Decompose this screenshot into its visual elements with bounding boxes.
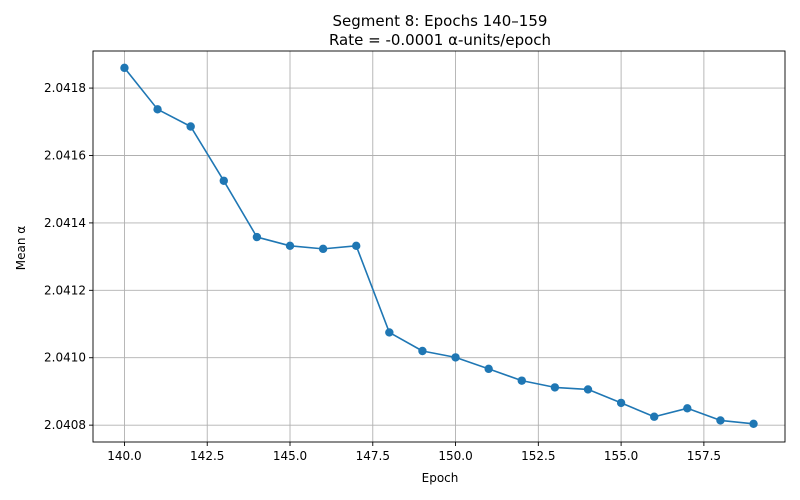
- data-points: [120, 63, 758, 428]
- data-point: [550, 383, 560, 392]
- x-tick-label: 140.0: [107, 449, 141, 463]
- y-tick-label: 2.0408: [44, 418, 86, 432]
- data-point: [683, 404, 692, 413]
- data-point: [616, 398, 626, 408]
- x-tick-label: 142.5: [190, 449, 224, 463]
- y-tick-label: 2.0412: [44, 283, 86, 297]
- series-line-layer: [123, 67, 754, 425]
- x-tick-label: 157.5: [687, 449, 721, 463]
- data-point: [749, 419, 758, 428]
- series-line: [123, 67, 754, 425]
- data-point: [252, 232, 262, 242]
- data-point: [219, 176, 228, 185]
- y-tick-label: 2.0418: [44, 81, 86, 95]
- y-axis-ticks: 2.0408 2.0410 2.0412 2.0414 2.0416 2.0418: [44, 81, 93, 432]
- plot-area-frame: [92, 50, 786, 443]
- x-tick-label: 152.5: [521, 449, 555, 463]
- data-point: [451, 353, 460, 362]
- x-tick-label: 147.5: [356, 449, 390, 463]
- x-tick-label: 155.0: [604, 449, 638, 463]
- y-tick-label: 2.0416: [44, 148, 86, 162]
- chart-subtitle: Rate = -0.0001 α-units/epoch: [329, 31, 551, 49]
- x-axis-ticks: 140.0 142.5 145.0 147.5 150.0 152.5 155.0 157.5: [107, 442, 721, 463]
- data-point: [318, 244, 328, 254]
- data-point: [583, 385, 593, 394]
- x-axis-label: Epoch: [422, 471, 459, 485]
- data-point: [484, 364, 493, 374]
- data-point: [352, 241, 361, 251]
- grid: [93, 51, 785, 442]
- data-point: [153, 105, 162, 114]
- data-point: [285, 241, 295, 251]
- data-point: [418, 346, 427, 356]
- data-point: [120, 63, 129, 73]
- x-tick-label: 150.0: [438, 449, 472, 463]
- data-point: [186, 122, 195, 131]
- y-tick-label: 2.0414: [44, 216, 86, 230]
- chart-title: Segment 8: Epochs 140–159: [333, 12, 548, 30]
- data-point: [385, 328, 394, 337]
- x-tick-label: 145.0: [273, 449, 307, 463]
- data-point: [650, 412, 659, 421]
- y-axis-label: Mean α: [14, 226, 28, 271]
- data-point: [716, 416, 725, 425]
- y-tick-label: 2.0410: [44, 351, 86, 365]
- data-point: [517, 376, 526, 385]
